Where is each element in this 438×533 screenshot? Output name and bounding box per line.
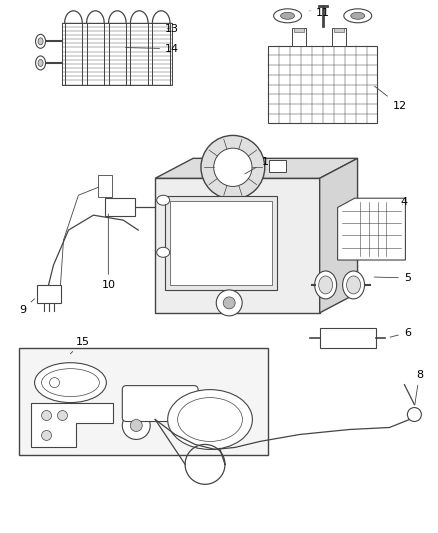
Circle shape [57, 410, 67, 421]
Ellipse shape [157, 195, 170, 205]
Ellipse shape [35, 56, 46, 70]
Bar [19, 348, 268, 455]
Text: 8: 8 [415, 370, 423, 405]
Ellipse shape [35, 34, 46, 49]
Circle shape [42, 410, 52, 421]
Ellipse shape [274, 9, 301, 23]
Polygon shape [320, 158, 357, 313]
Bar [268, 160, 286, 172]
Ellipse shape [157, 247, 170, 257]
Circle shape [122, 411, 150, 439]
Circle shape [42, 431, 52, 440]
Ellipse shape [178, 398, 242, 441]
Ellipse shape [351, 12, 365, 19]
FancyBboxPatch shape [122, 385, 198, 422]
Text: 9: 9 [19, 299, 35, 315]
Bar [332, 28, 346, 46]
Bar [165, 196, 277, 290]
Text: 6: 6 [390, 328, 411, 338]
Text: 4: 4 [401, 197, 408, 207]
Bar [170, 201, 272, 286]
Bar [268, 46, 378, 124]
Polygon shape [338, 198, 406, 260]
Ellipse shape [344, 9, 372, 23]
Ellipse shape [42, 369, 99, 397]
Circle shape [201, 135, 265, 199]
Bar [106, 198, 135, 216]
Bar [320, 328, 375, 348]
Ellipse shape [343, 271, 364, 299]
Polygon shape [31, 402, 113, 447]
Circle shape [216, 290, 242, 316]
Ellipse shape [281, 12, 295, 19]
Text: 13: 13 [165, 24, 179, 34]
Ellipse shape [346, 276, 360, 294]
Polygon shape [155, 158, 357, 178]
Text: 15: 15 [71, 337, 89, 354]
Bar [37, 285, 60, 303]
Text: 1: 1 [245, 157, 268, 174]
Ellipse shape [319, 276, 332, 294]
Bar [334, 28, 344, 32]
Text: 5: 5 [374, 273, 411, 283]
Circle shape [214, 148, 252, 187]
Ellipse shape [35, 362, 106, 402]
Text: 12: 12 [374, 86, 406, 110]
Ellipse shape [38, 60, 43, 67]
Bar [99, 175, 112, 197]
Text: 10: 10 [101, 214, 115, 290]
Circle shape [223, 297, 235, 309]
Circle shape [407, 408, 421, 422]
Polygon shape [155, 178, 320, 313]
Ellipse shape [168, 390, 252, 449]
Circle shape [49, 378, 60, 387]
Circle shape [130, 419, 142, 432]
Bar [293, 28, 304, 32]
Ellipse shape [314, 271, 337, 299]
Ellipse shape [38, 38, 43, 45]
Bar [292, 28, 306, 46]
Text: 14: 14 [126, 44, 179, 54]
Text: 11: 11 [310, 8, 330, 18]
Bar [63, 23, 172, 85]
